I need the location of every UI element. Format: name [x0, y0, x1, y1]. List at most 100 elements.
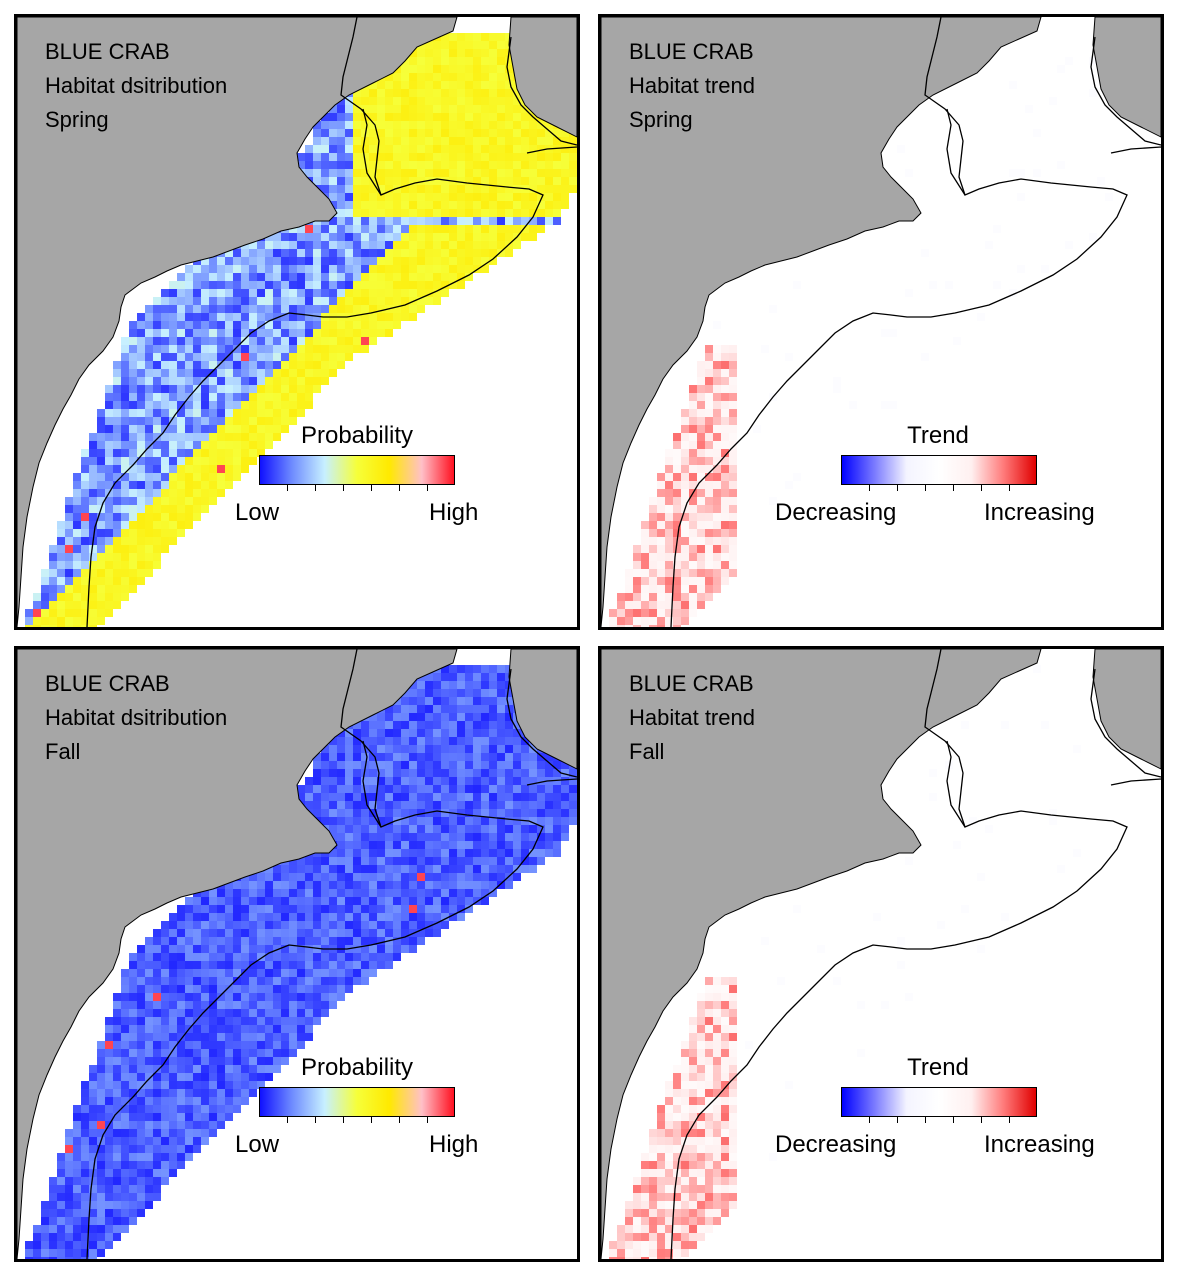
grid-cell: [137, 561, 145, 569]
grid-cell: [481, 105, 489, 113]
grid-cell: [257, 889, 265, 897]
grid-cell: [465, 233, 473, 241]
grid-cell: [201, 1009, 209, 1017]
grid-cell: [217, 449, 225, 457]
grid-cell: [441, 729, 449, 737]
grid-cell: [385, 753, 393, 761]
grid-cell: [689, 1057, 697, 1065]
grid-cell: [529, 769, 537, 777]
grid-cell: [569, 177, 577, 185]
grid-cell: [313, 937, 321, 945]
grid-cell: [313, 961, 321, 969]
grid-cell: [537, 161, 545, 169]
grid-cell: [185, 1145, 193, 1153]
grid-cell: [65, 1201, 73, 1209]
grid-cell: [329, 273, 337, 281]
legend-tick: [371, 1117, 372, 1123]
grid-cell: [81, 513, 89, 521]
grid-cell: [713, 1185, 721, 1193]
grid-cell: [145, 329, 153, 337]
grid-cell: [481, 713, 489, 721]
grid-cell: [297, 305, 305, 313]
grid-cell: [369, 321, 377, 329]
grid-cell: [105, 601, 113, 609]
grid-cell: [361, 953, 369, 961]
grid-cell: [353, 121, 361, 129]
grid-cell: [721, 1033, 729, 1041]
grid-cell: [41, 601, 49, 609]
grid-cell: [505, 97, 513, 105]
grid-cell: [185, 985, 193, 993]
grid-cell: [465, 705, 473, 713]
grid-cell: [449, 281, 457, 289]
grid-cell: [489, 673, 497, 681]
grid-cell: [673, 1121, 681, 1129]
grid-cell: [185, 1065, 193, 1073]
grid-cell: [657, 1161, 665, 1169]
grid-cell: [129, 489, 137, 497]
grid-cell: [473, 209, 481, 217]
grid-cell: [257, 433, 265, 441]
grid-cell: [249, 361, 257, 369]
grid-cell: [201, 1073, 209, 1081]
probability-legend: Probability Low High: [17, 1054, 577, 1174]
grid-cell: [97, 545, 105, 553]
grid-cell: [57, 1201, 65, 1209]
grid-cell: [313, 121, 321, 129]
grid-cell: [681, 529, 689, 537]
grid-cell: [697, 553, 705, 561]
grid-cell: [121, 985, 129, 993]
grid-cell: [353, 753, 361, 761]
grid-cell: [713, 401, 721, 409]
grid-cell: [361, 233, 369, 241]
grid-cell: [449, 265, 457, 273]
grid-cell: [297, 153, 305, 161]
grid-cell: [569, 161, 577, 169]
grid-cell: [689, 529, 697, 537]
grid-cell: [241, 1057, 249, 1065]
grid-cell: [481, 145, 489, 153]
grid-cell: [369, 169, 377, 177]
grid-cell: [305, 289, 313, 297]
grid-cell: [153, 297, 161, 305]
grid-cell: [665, 1097, 673, 1105]
grid-cell: [385, 953, 393, 961]
grid-cell: [129, 1057, 137, 1065]
grid-cell: [1001, 721, 1009, 729]
grid-cell: [65, 625, 73, 627]
grid-cell: [457, 817, 465, 825]
grid-cell: [705, 361, 713, 369]
grid-cell: [89, 1177, 97, 1185]
grid-cell: [225, 433, 233, 441]
grid-cell: [249, 889, 257, 897]
grid-cell: [185, 961, 193, 969]
grid-cell: [73, 1201, 81, 1209]
grid-cell: [705, 1025, 713, 1033]
grid-cell: [193, 417, 201, 425]
grid-cell: [673, 1137, 681, 1145]
grid-cell: [313, 761, 321, 769]
grid-cell: [209, 385, 217, 393]
grid-cell: [113, 433, 121, 441]
grid-cell: [377, 121, 385, 129]
grid-cell: [201, 281, 209, 289]
grid-cell: [201, 273, 209, 281]
grid-cell: [169, 1145, 177, 1153]
grid-cell: [73, 1209, 81, 1217]
grid-cell: [649, 617, 657, 625]
grid-cell: [169, 473, 177, 481]
grid-cell: [233, 433, 241, 441]
grid-cell: [529, 161, 537, 169]
grid-cell: [689, 481, 697, 489]
grid-cell: [473, 713, 481, 721]
grid-cell: [697, 1209, 705, 1217]
grid-cell: [273, 425, 281, 433]
grid-cell: [553, 793, 561, 801]
grid-cell: [217, 889, 225, 897]
grid-cell: [233, 473, 241, 481]
grid-cell: [201, 1049, 209, 1057]
grid-cell: [289, 985, 297, 993]
grid-cell: [689, 1153, 697, 1161]
grid-cell: [729, 513, 737, 521]
grid-cell: [457, 753, 465, 761]
